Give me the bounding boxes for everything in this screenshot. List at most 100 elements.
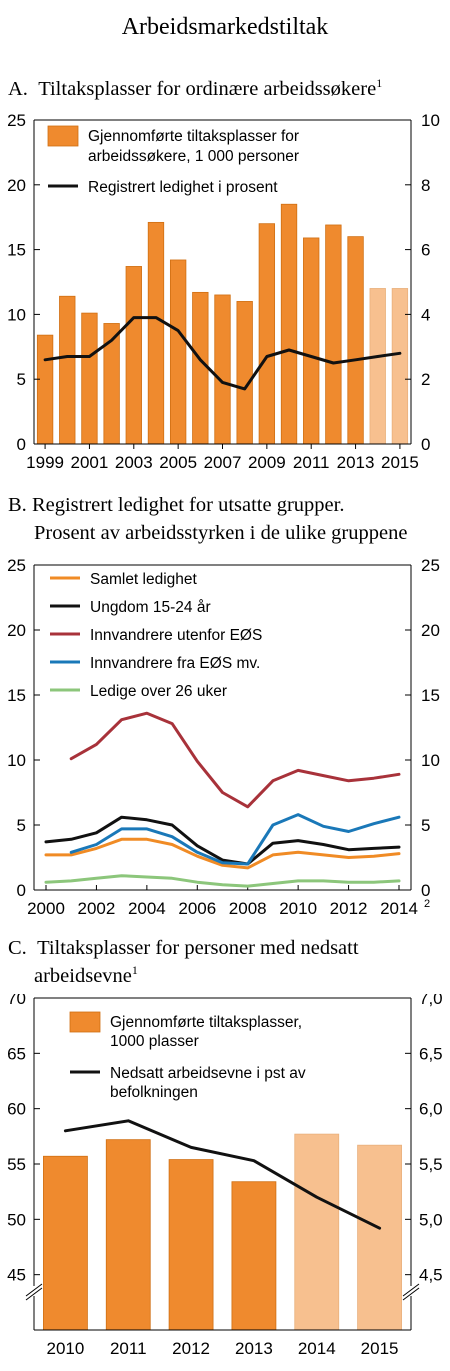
x-tick-label-2013: 2013 — [235, 1339, 273, 1358]
panel-b-title-text: Registrert ledighet for utsatte grupper. — [31, 494, 345, 516]
line-innvandrere-utenfor-e-s — [69, 711, 401, 809]
panel-c-title-line2-wrap: arbeidsevne1 — [34, 963, 138, 988]
panel-c-footnote: 1 — [131, 963, 138, 977]
bar-2012 — [325, 224, 342, 445]
y-left-tick-label-20: 20 — [7, 621, 26, 640]
y-left-tick-label-60: 60 — [7, 1100, 26, 1119]
y-right-tick-label-6,5: 6,5 — [419, 1044, 443, 1063]
panel-b-subtitle: Prosent av arbeidsstyrken i de ulike gru… — [34, 522, 408, 544]
y-right-tick-label-5: 5 — [421, 816, 430, 835]
x-tick-label-2001: 2001 — [71, 453, 109, 472]
y-right-tick-label-10: 10 — [421, 751, 440, 770]
panel-b-title: B. Registrert ledighet for utsatte grupp… — [8, 494, 344, 517]
x-tick-label-2010: 2010 — [47, 1339, 85, 1358]
panel-c-label: C. — [8, 937, 27, 959]
legend-label-1: Ungdom 15-24 år — [90, 599, 211, 616]
y-left-tick-label-0: 0 — [17, 435, 26, 454]
x-tick-label-2015: 2015 — [361, 1339, 399, 1358]
y-left-tick-label-20: 20 — [7, 176, 26, 195]
bar-2000 — [59, 295, 76, 445]
bar-2010 — [280, 203, 298, 445]
bar-2013 — [231, 1181, 277, 1331]
panel-a-title-text: Tiltaksplasser for ordinære arbeidssøker… — [38, 77, 377, 100]
axis-break-gap-1 — [402, 1286, 420, 1296]
panel-a-label: A. — [8, 77, 28, 100]
legend-label-4: Ledige over 26 uker — [90, 683, 227, 700]
legend-label-line-line2: befolkningen — [110, 1084, 198, 1101]
chart-c: 45 50 55 60 65 70 4,5 5,0 5,5 6,0 6,5 7,0 2010 2011 20… — [7, 994, 443, 1358]
line-ungdom-15-24-r — [44, 815, 401, 866]
x-tick-label-2009: 2009 — [248, 453, 286, 472]
x-tick-label-2000: 2000 — [27, 899, 65, 918]
y-left-tick-label-5: 5 — [17, 370, 26, 389]
bar-2011 — [303, 237, 320, 445]
x-tick-label-2010: 2010 — [279, 899, 317, 918]
bar-2010 — [43, 1155, 88, 1331]
x-tick-label-2008: 2008 — [229, 899, 267, 918]
x-tick-label-2015: 2015 — [381, 453, 419, 472]
y-left-tick-label-0: 0 — [17, 881, 26, 900]
chart-a: 0 5 10 15 20 25 0 2 4 6 8 10 1999 2001 2003 2005 2007 200… — [7, 111, 440, 472]
panel-c-title: C. Tiltaksplasser for personer med nedsa… — [8, 937, 359, 960]
y-right-tick-label-10: 10 — [421, 111, 440, 130]
panel-c-title-line1: Tiltaksplasser for personer med nedsatt — [37, 937, 359, 959]
x-tick-label-2003: 2003 — [115, 453, 153, 472]
y-right-tick-label-25: 25 — [421, 556, 440, 575]
y-right-tick-label-0: 0 — [421, 881, 430, 900]
legend-label-bars-line2: arbeidssøkere, 1 000 personer — [88, 148, 299, 165]
x-tick-label-2011: 2011 — [110, 1339, 147, 1358]
x-tick-label-2012: 2012 — [172, 1339, 210, 1358]
y-left-tick-label-65: 65 — [7, 1044, 26, 1063]
x-tick-label-2013: 2013 — [337, 453, 375, 472]
x-tick-label-2002: 2002 — [78, 899, 116, 918]
bar-2014 — [369, 288, 386, 445]
y-left-tick-label-10: 10 — [7, 751, 26, 770]
y-right-tick-label-6,0: 6,0 — [419, 1100, 443, 1119]
bar-2014 — [294, 1133, 340, 1331]
axis-break-mark-1 — [402, 1283, 420, 1297]
x-tick-label-2012: 2012 — [330, 899, 368, 918]
legend-label-bars-line2: 1000 plasser — [110, 1033, 199, 1050]
y-left-tick-label-25: 25 — [7, 556, 26, 575]
y-right-tick-label-0: 0 — [421, 435, 430, 454]
y-left-tick-label-25: 25 — [7, 111, 26, 130]
x-tick-label-2007: 2007 — [204, 453, 242, 472]
legend-label-0: Samlet ledighet — [90, 571, 198, 588]
legend-label-2: Innvandrere utenfor EØS — [90, 627, 262, 644]
bar-2011 — [105, 1139, 151, 1331]
y-right-tick-label-4: 4 — [421, 305, 430, 324]
legend-label-line: Registrert ledighet i prosent — [88, 179, 278, 196]
x-axis-footnote: 2 — [424, 898, 430, 910]
y-left-tick-label-45: 45 — [7, 1266, 26, 1285]
y-left-tick-label-15: 15 — [7, 686, 26, 705]
bar-2012 — [168, 1159, 214, 1331]
legend-label-bars-line1: Gjennomførte tiltaksplasser for — [88, 128, 299, 145]
axis-break-mark-0 — [25, 1287, 43, 1301]
bar-2013 — [347, 236, 364, 445]
x-tick-label-2011: 2011 — [293, 453, 330, 472]
y-left-tick-label-70: 70 — [7, 994, 26, 1008]
bar-2009 — [258, 223, 276, 445]
y-right-tick-label-6: 6 — [421, 241, 430, 260]
y-right-tick-label-5,0: 5,0 — [419, 1210, 443, 1229]
y-right-tick-label-7,0: 7,0 — [419, 994, 443, 1008]
line-ledige-over-26-uker — [44, 874, 401, 888]
bar-2005 — [169, 259, 187, 445]
panel-c-title-line2: arbeidsevne — [34, 964, 132, 987]
y-left-tick-label-10: 10 — [7, 305, 26, 324]
axis-break-mark-1 — [402, 1287, 420, 1301]
axis-break-mark-0 — [25, 1283, 43, 1297]
y-left-tick-label-15: 15 — [7, 241, 26, 260]
bar-1999 — [36, 334, 54, 445]
y-right-tick-label-2: 2 — [421, 370, 430, 389]
legend-label-3: Innvandrere fra EØS mv. — [90, 655, 260, 672]
bar-2015 — [357, 1144, 402, 1331]
bar-2007 — [214, 294, 231, 445]
y-right-tick-label-5,5: 5,5 — [419, 1155, 443, 1174]
legend-label-line-line1: Nedsatt arbeidsevne i pst av — [110, 1065, 306, 1082]
panel-a-footnote: 1 — [376, 76, 383, 90]
bar-2003 — [125, 266, 142, 445]
legend-swatch-bars — [69, 1011, 101, 1033]
x-tick-label-2004: 2004 — [128, 899, 166, 918]
line-samlet-ledighet — [44, 837, 401, 870]
